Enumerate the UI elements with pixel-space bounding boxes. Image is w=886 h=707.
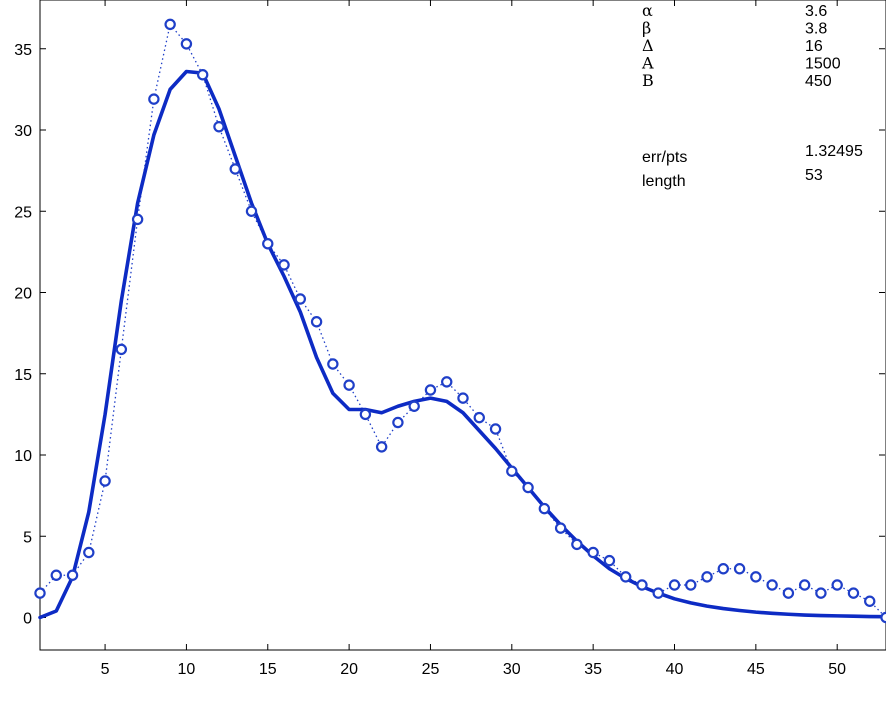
observed-point <box>587 546 599 559</box>
param-value: 3.6 <box>805 3 827 20</box>
observed-point <box>636 579 648 591</box>
x-tick-label: 35 <box>584 661 602 678</box>
x-tick-label: 20 <box>340 661 358 678</box>
observed-point <box>506 465 518 477</box>
y-tick-label: 10 <box>14 448 32 465</box>
observed-point <box>180 38 193 50</box>
observed-point <box>278 259 290 271</box>
observed-point <box>864 595 876 607</box>
series-layer <box>34 18 886 624</box>
param-value: 450 <box>805 73 832 90</box>
observed-point <box>619 571 632 583</box>
param-value: 1500 <box>805 56 841 73</box>
x-tick-label: 45 <box>747 661 765 678</box>
x-tick-label: 50 <box>828 661 846 678</box>
observed-point <box>571 538 583 551</box>
observed-point <box>115 343 128 356</box>
param-value: 16 <box>805 38 823 55</box>
observed-point <box>99 475 111 487</box>
axis-ticks: 5 10 15 20 25 30 35 40 45 50 0 5 10 15 20 25 30 35 <box>14 0 885 678</box>
observed-point <box>164 18 176 31</box>
param-symbol: B <box>642 71 654 90</box>
observed-point <box>441 376 453 388</box>
observed-point <box>815 587 827 599</box>
x-tick-label: 30 <box>503 661 521 678</box>
observed-point <box>831 579 843 591</box>
param-symbol: α <box>642 1 653 20</box>
observed-point <box>375 441 388 453</box>
observed-point <box>131 213 144 226</box>
x-tick-label: 25 <box>422 661 440 678</box>
observed-point <box>717 563 730 575</box>
stat-value: 1.32495 <box>805 143 863 160</box>
observed-point <box>392 416 404 429</box>
observed-point <box>327 358 339 370</box>
observed-point <box>83 546 95 559</box>
x-tick-label: 10 <box>178 661 196 678</box>
y-tick-label: 20 <box>14 286 32 303</box>
observed-point <box>798 579 811 591</box>
x-tick-label: 15 <box>259 661 277 678</box>
y-tick-label: 15 <box>14 367 32 384</box>
observed-point <box>408 400 420 412</box>
observed-point <box>34 587 46 599</box>
observed-point <box>652 587 664 599</box>
param-symbol: A <box>641 54 654 73</box>
observed-point <box>847 587 860 599</box>
observed-point <box>668 579 681 591</box>
stat-label: length <box>642 173 686 190</box>
observed-point <box>245 205 258 217</box>
x-tick-label: 5 <box>101 661 110 678</box>
observed-point <box>538 502 551 515</box>
observed-point <box>50 569 62 581</box>
observed-point <box>733 563 746 575</box>
observed-point <box>603 554 616 567</box>
stat-value: 53 <box>805 167 823 184</box>
fit-series-line <box>38 69 886 620</box>
observed-point <box>457 392 469 404</box>
observed-point <box>359 408 372 421</box>
observed-point <box>196 69 209 81</box>
y-tick-label: 0 <box>23 611 32 628</box>
observed-point <box>750 571 762 583</box>
y-tick-label: 5 <box>23 529 32 546</box>
observed-point <box>229 163 241 175</box>
observed-point <box>424 384 437 396</box>
param-value: 3.8 <box>805 21 827 38</box>
stat-label: err/pts <box>642 149 687 166</box>
y-tick-label: 25 <box>14 204 32 221</box>
plot-area <box>39 0 886 651</box>
observed-point <box>343 379 355 391</box>
observed-point <box>262 238 274 250</box>
observed-point <box>294 293 307 305</box>
observed-point <box>782 587 795 599</box>
param-symbol: β <box>642 19 651 38</box>
observed-point <box>66 569 79 581</box>
param-symbol: Δ <box>642 36 654 55</box>
x-tick-label: 40 <box>666 661 684 678</box>
observed-point <box>880 611 886 624</box>
observed-point <box>473 411 485 424</box>
y-tick-label: 30 <box>14 123 32 140</box>
observed-point <box>701 571 713 583</box>
observed-point <box>213 121 225 133</box>
observed-point <box>766 579 778 591</box>
observed-point <box>685 579 697 591</box>
parameter-annotation: α 3.6 β 3.8 Δ 16 A 1500 B 450 err/pts 1.32495 length… <box>641 1 863 190</box>
observed-point <box>489 423 502 435</box>
y-tick-label: 35 <box>14 42 32 59</box>
observed-point <box>522 481 534 494</box>
observed-point <box>310 316 323 328</box>
observed-point <box>554 522 567 534</box>
observed-point <box>148 93 160 105</box>
